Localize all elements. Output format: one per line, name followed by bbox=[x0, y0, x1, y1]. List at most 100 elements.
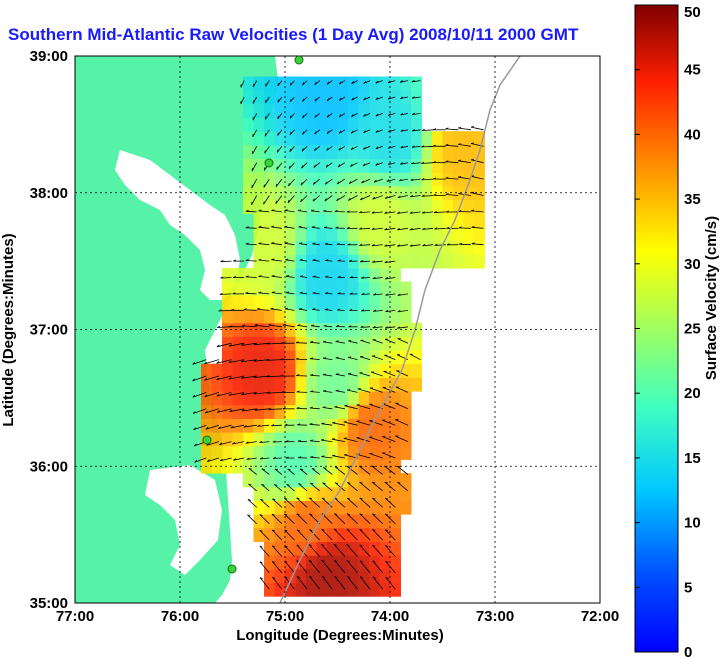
field-cell bbox=[442, 144, 454, 160]
field-cell bbox=[295, 199, 307, 214]
field-cell bbox=[474, 240, 485, 255]
velocity-arrow bbox=[287, 195, 295, 204]
field-cell bbox=[390, 254, 401, 269]
velocity-arrow bbox=[314, 96, 320, 102]
velocity-arrow bbox=[284, 513, 295, 524]
velocity-arrow bbox=[384, 465, 396, 475]
field-cell bbox=[474, 131, 485, 146]
velocity-arrow-head bbox=[384, 260, 388, 263]
field-cell bbox=[222, 459, 233, 474]
velocity-arrow-head bbox=[233, 458, 237, 461]
field-cell bbox=[379, 226, 391, 242]
field-cell bbox=[243, 90, 254, 105]
x-tick-label: 77:00 bbox=[56, 608, 94, 625]
velocity-arrow-head bbox=[434, 227, 438, 230]
velocity-arrow bbox=[299, 292, 308, 295]
velocity-arrow-head bbox=[337, 259, 341, 262]
velocity-arrow bbox=[310, 456, 320, 459]
velocity-arrow-head bbox=[346, 528, 350, 531]
velocity-arrow-head bbox=[247, 499, 251, 501]
field-cell bbox=[358, 555, 370, 570]
velocity-arrow-head bbox=[314, 131, 317, 135]
field-cell bbox=[327, 541, 338, 556]
velocity-arrow-head bbox=[325, 275, 329, 278]
velocity-arrow bbox=[289, 80, 295, 86]
velocity-arrow bbox=[384, 513, 396, 524]
field-cell bbox=[411, 336, 422, 351]
field-cell bbox=[264, 309, 275, 324]
velocity-arrow bbox=[395, 435, 409, 442]
velocity-arrow-head bbox=[302, 82, 305, 86]
velocity-arrow-head bbox=[387, 162, 391, 166]
field-cell bbox=[222, 432, 233, 447]
velocity-arrow-head bbox=[349, 292, 353, 295]
field-cell bbox=[369, 117, 380, 132]
velocity-arrow-head bbox=[193, 443, 197, 447]
velocity-arrow bbox=[458, 176, 471, 180]
field-cell bbox=[264, 76, 275, 91]
field-cell bbox=[400, 281, 412, 296]
velocity-arrow-head bbox=[289, 148, 292, 152]
velocity-arrow bbox=[388, 145, 396, 149]
velocity-arrow bbox=[422, 211, 434, 214]
velocity-arrow bbox=[289, 96, 295, 103]
velocity-arrow-head bbox=[245, 275, 249, 278]
velocity-arrow bbox=[343, 438, 358, 442]
velocity-arrow bbox=[258, 292, 270, 295]
field-cell bbox=[421, 158, 433, 173]
field-cell bbox=[390, 404, 401, 419]
colorbar-tick-label: 45 bbox=[684, 62, 701, 79]
velocity-arrow-head bbox=[434, 243, 438, 246]
field-cell bbox=[348, 541, 359, 556]
velocity-arrow-head bbox=[339, 97, 342, 101]
velocity-arrow bbox=[298, 226, 308, 229]
field-cell bbox=[306, 281, 317, 296]
field-cell bbox=[306, 445, 317, 460]
velocity-arrow-head bbox=[359, 497, 363, 500]
field-cell bbox=[463, 199, 475, 214]
velocity-arrow bbox=[359, 544, 371, 557]
velocity-arrow-head bbox=[334, 513, 338, 516]
field-cell bbox=[306, 226, 317, 242]
velocity-arrow-head bbox=[261, 468, 265, 470]
velocity-arrow bbox=[351, 96, 358, 101]
velocity-arrow-head bbox=[371, 211, 375, 214]
field-cell bbox=[390, 158, 401, 173]
field-cell bbox=[442, 213, 454, 228]
velocity-arrow-head bbox=[271, 209, 275, 211]
field-cell bbox=[358, 432, 370, 447]
velocity-arrow bbox=[204, 359, 220, 365]
velocity-arrow-head bbox=[275, 183, 278, 187]
velocity-arrow-head bbox=[277, 115, 279, 119]
velocity-arrow-head bbox=[263, 167, 266, 171]
velocity-arrow bbox=[325, 276, 333, 278]
field-cell bbox=[327, 309, 338, 324]
velocity-arrow-head bbox=[421, 161, 425, 164]
velocity-arrow bbox=[325, 162, 333, 168]
velocity-arrow bbox=[277, 113, 283, 120]
field-cell bbox=[337, 404, 349, 419]
velocity-arrow bbox=[359, 528, 371, 541]
velocity-arrow bbox=[369, 436, 383, 442]
velocity-arrow-head bbox=[373, 179, 377, 183]
velocity-arrow-head bbox=[470, 158, 474, 161]
velocity-arrow-head bbox=[230, 425, 234, 429]
velocity-arrow bbox=[348, 373, 358, 377]
velocity-arrow bbox=[395, 402, 409, 410]
velocity-arrow bbox=[382, 387, 396, 393]
field-cell bbox=[243, 322, 254, 337]
velocity-arrow-head bbox=[268, 323, 272, 326]
velocity-arrow-head bbox=[311, 226, 315, 228]
velocity-arrow bbox=[360, 195, 371, 201]
velocity-arrow-head bbox=[324, 198, 327, 202]
velocity-arrow bbox=[445, 144, 459, 147]
velocity-arrow-head bbox=[470, 126, 475, 128]
field-cell bbox=[316, 350, 328, 365]
velocity-arrow bbox=[385, 545, 396, 557]
velocity-arrow bbox=[325, 178, 333, 185]
field-cell bbox=[463, 144, 475, 160]
velocity-arrow bbox=[400, 145, 408, 149]
field-cell bbox=[379, 76, 391, 91]
velocity-arrow-head bbox=[333, 528, 337, 531]
velocity-arrow bbox=[344, 405, 358, 410]
